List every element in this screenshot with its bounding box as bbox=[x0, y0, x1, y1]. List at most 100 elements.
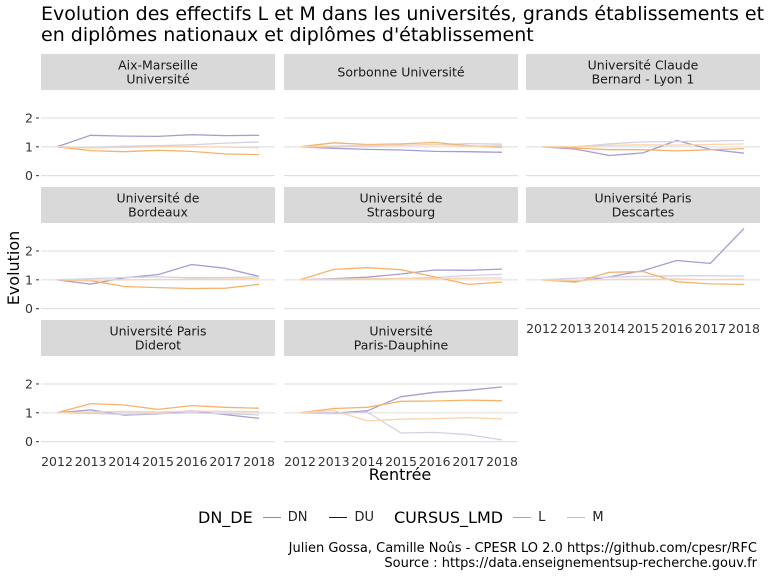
legend-key-dn bbox=[262, 516, 281, 518]
y-tick-label: 1 bbox=[25, 405, 33, 420]
facet-strip bbox=[41, 187, 275, 223]
x-tick-label: 2017 bbox=[452, 454, 484, 469]
series-line-m-du bbox=[299, 409, 503, 422]
x-tick-label: 2013 bbox=[75, 454, 107, 469]
series-line-l-du bbox=[542, 139, 745, 148]
series-line-l-dn bbox=[541, 228, 745, 283]
facet-strip-label: Université de bbox=[360, 191, 443, 206]
x-tick-label: 2016 bbox=[176, 454, 208, 469]
facet-strip-label: Université bbox=[369, 324, 433, 339]
facet-strip-label: Université de bbox=[117, 191, 200, 206]
series-line-m-du bbox=[299, 143, 503, 148]
facet-strip bbox=[284, 187, 518, 223]
facet-panel-2: Sorbonne Université bbox=[284, 54, 518, 177]
x-tick-label: 2013 bbox=[318, 454, 350, 469]
x-tick-label: 2012 bbox=[526, 321, 558, 336]
series-line-l-du bbox=[299, 411, 503, 441]
x-tick-label: 2013 bbox=[560, 321, 592, 336]
y-tick-label: 0 bbox=[25, 168, 33, 183]
x-tick-label: 2012 bbox=[41, 454, 73, 469]
series-line-m-dn bbox=[541, 146, 745, 152]
series-line-l-du bbox=[56, 412, 260, 416]
x-tick-label: 2014 bbox=[108, 454, 140, 469]
x-tick-label: 2015 bbox=[627, 321, 659, 336]
x-tick-label: 2017 bbox=[694, 321, 726, 336]
x-tick-label: 2016 bbox=[419, 454, 451, 469]
series-line-l-dn bbox=[56, 134, 260, 148]
y-tick-label: 0 bbox=[25, 301, 33, 316]
series-line-l-dn bbox=[299, 146, 503, 153]
series-line-l-du bbox=[56, 276, 260, 281]
x-axis-title: Rentrée bbox=[369, 465, 432, 484]
facet-strip-label: Université Paris bbox=[109, 324, 206, 339]
series-line-m-du bbox=[541, 278, 745, 282]
series-line-m-du bbox=[56, 145, 260, 149]
x-tick-label: 2015 bbox=[142, 454, 174, 469]
series-line-m-dn bbox=[56, 146, 260, 156]
facet-strip bbox=[41, 54, 275, 90]
facet-strip-label: Sorbonne Université bbox=[337, 65, 464, 80]
facet-strip bbox=[526, 187, 760, 223]
legend-key-l bbox=[513, 516, 532, 518]
series-line-m-dn bbox=[541, 270, 745, 286]
facet-strip bbox=[41, 320, 275, 356]
series-line-l-du bbox=[541, 275, 745, 281]
legend: DN_DE DN DU CURSUS_LMD L M bbox=[198, 506, 604, 528]
series-line-m-dn bbox=[56, 402, 260, 414]
y-tick-label: 1 bbox=[25, 272, 33, 287]
chart-title: Evolution des effectifs L et M dans les … bbox=[41, 4, 764, 46]
facet-strip-label: Bernard - Lyon 1 bbox=[592, 72, 695, 87]
x-tick-label: 2014 bbox=[351, 454, 383, 469]
legend-label-m: M bbox=[592, 509, 604, 525]
y-tick-label: 2 bbox=[25, 110, 33, 125]
facet-strip bbox=[526, 54, 760, 90]
legend-title-cursus: CURSUS_LMD bbox=[394, 507, 504, 527]
legend-key-du bbox=[329, 516, 348, 518]
chart-title-line-2: en diplômes nationaux et diplômes d'étab… bbox=[41, 24, 534, 46]
x-tick-label: 2014 bbox=[593, 321, 625, 336]
series-line-m-du bbox=[56, 410, 260, 414]
facet-strip-label: Université Paris bbox=[594, 191, 691, 206]
legend-label-l: L bbox=[538, 509, 546, 525]
x-tick-label: 2018 bbox=[728, 321, 760, 336]
legend-title-dn-de: DN_DE bbox=[198, 507, 253, 527]
y-tick-label: 1 bbox=[25, 139, 33, 154]
series-line-m-du bbox=[56, 277, 260, 281]
facet-strip-label: Descartes bbox=[612, 205, 675, 220]
facet-strip bbox=[284, 54, 518, 90]
legend-label-dn: DN bbox=[287, 509, 308, 525]
x-tick-label: 2016 bbox=[661, 321, 693, 336]
x-tick-label: 2017 bbox=[209, 454, 241, 469]
caption: Julien Gossa, Camille Noûs - CPESR LO 2.… bbox=[289, 541, 757, 571]
facet-strip-label: Paris-Dauphine bbox=[354, 338, 449, 353]
y-axis-title: Evolution bbox=[4, 231, 23, 306]
facet-strip-label: Diderot bbox=[135, 338, 181, 353]
chart-title-line-1: Evolution des effectifs L et M dans les … bbox=[41, 3, 765, 25]
series-line-m-du bbox=[541, 143, 745, 148]
series-line-m-du bbox=[299, 277, 503, 281]
series-line-m-dn bbox=[299, 399, 503, 414]
facet-strip-label: Aix-Marseille bbox=[118, 58, 198, 73]
facet-strip-label: Bordeaux bbox=[128, 205, 188, 220]
caption-authors: Julien Gossa, Camille Noûs - CPESR LO 2.… bbox=[288, 541, 757, 556]
legend-key-m bbox=[567, 516, 586, 518]
y-tick-label: 2 bbox=[25, 376, 33, 391]
caption-source: Source : https://data.enseignementsup-re… bbox=[384, 556, 757, 571]
facet-strip-label: Université bbox=[126, 72, 190, 87]
x-tick-label: 2012 bbox=[284, 454, 316, 469]
x-tick-label: 2018 bbox=[243, 454, 275, 469]
legend-label-du: DU bbox=[354, 509, 374, 525]
x-tick-label: 2015 bbox=[385, 454, 417, 469]
facet-strip bbox=[284, 320, 518, 356]
series-line-m-dn bbox=[299, 267, 503, 286]
y-tick-label: 2 bbox=[25, 243, 33, 258]
series-line-l-dn bbox=[56, 263, 260, 285]
facet-strip-label: Strasbourg bbox=[367, 205, 436, 220]
